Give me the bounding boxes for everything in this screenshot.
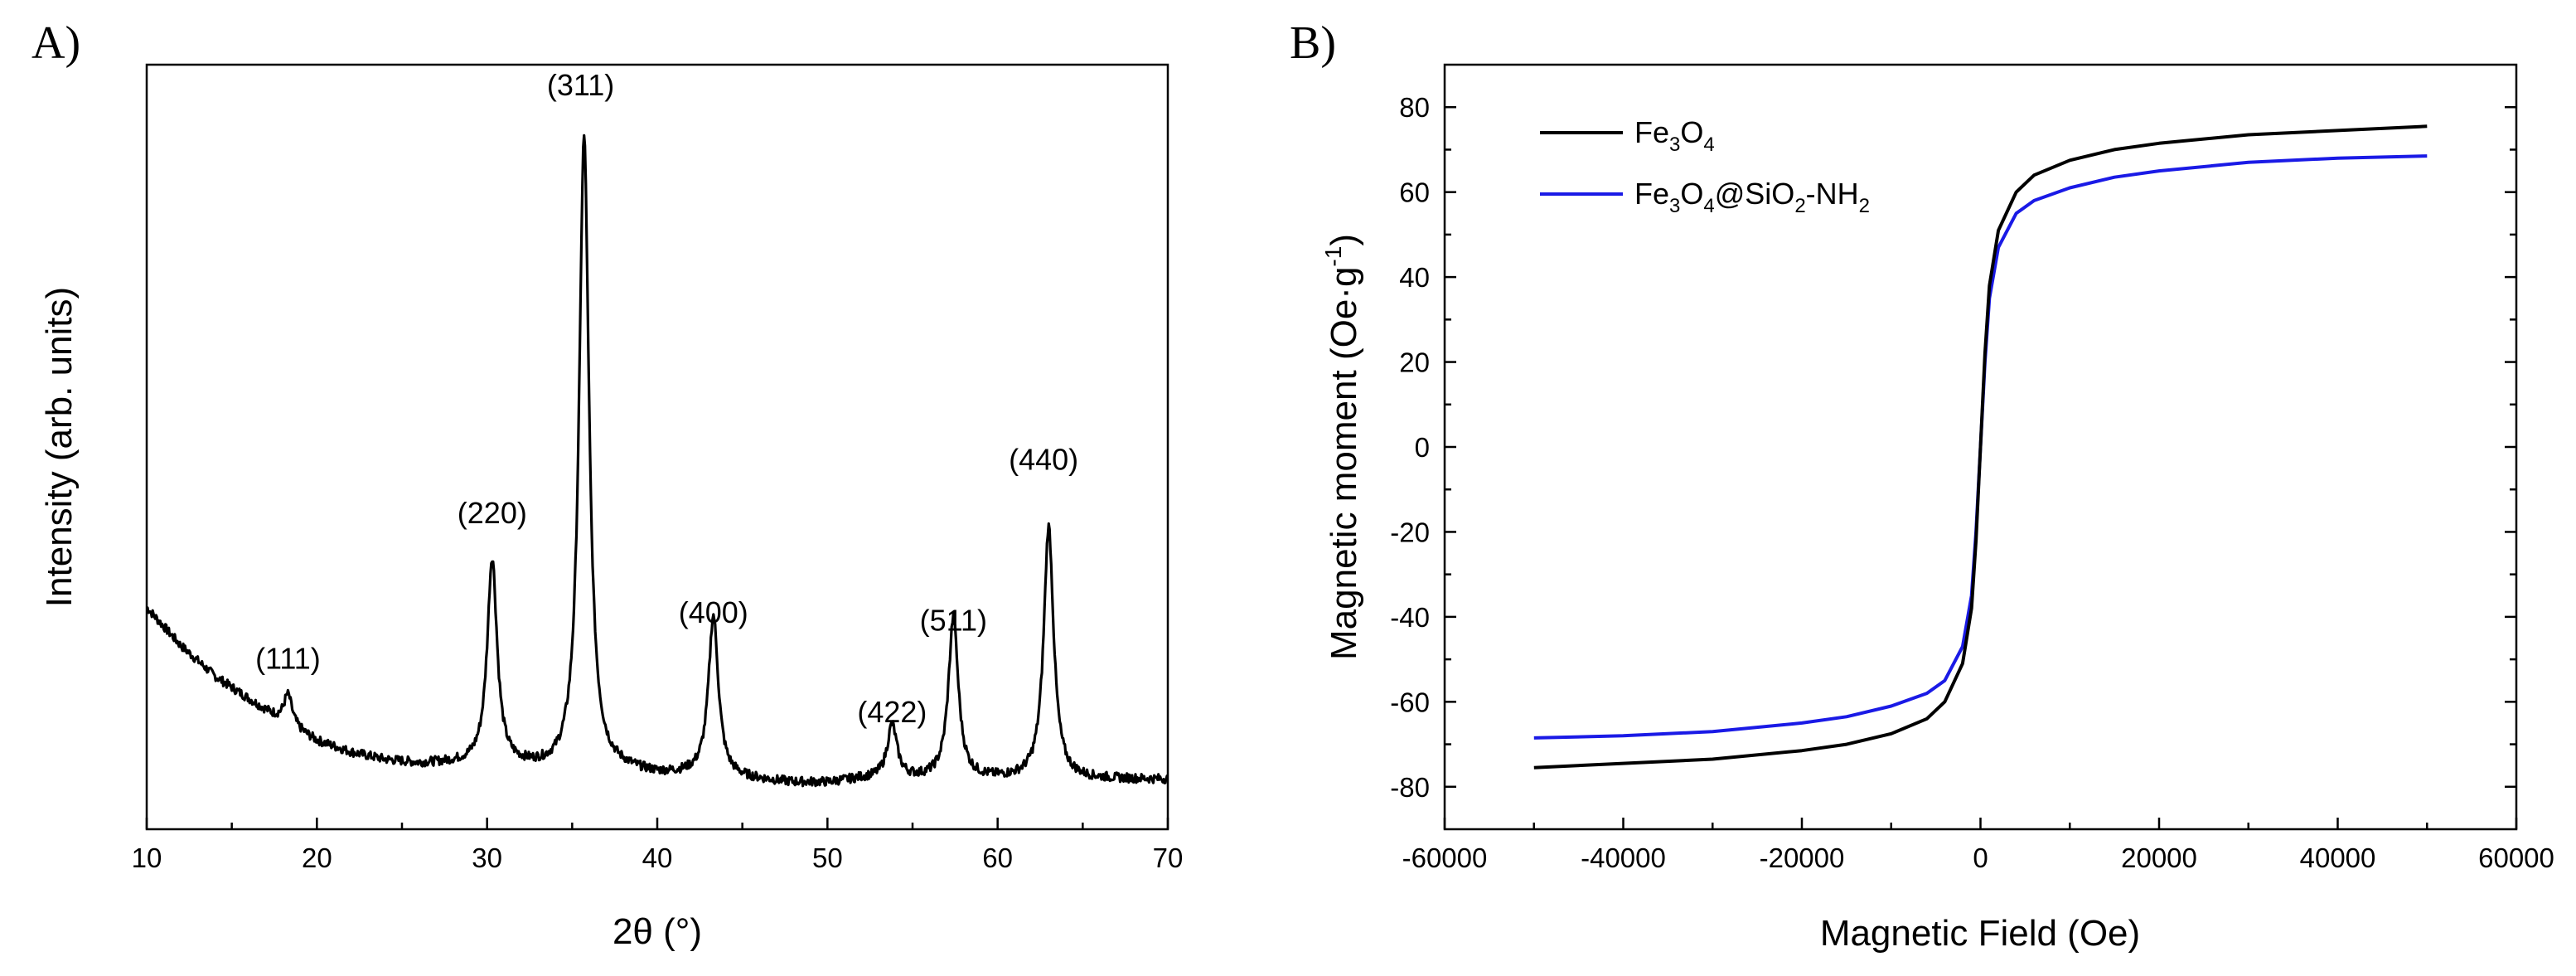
mag-y-tick-label: 60 [1399,177,1430,208]
xrd-x-tick-label: 70 [1153,842,1184,873]
magnetization-chart: -60000 -40000 -20000 0 20000 40000 60000 -80 -6… [1320,63,2554,954]
mag-x-tick-label: 0 [1973,842,1988,873]
xrd-x-tick-label: 10 [132,842,162,873]
mag-y-tick-label: -60 [1390,687,1430,717]
mag-x-tick-label: 20000 [2121,842,2197,873]
xrd-peak-label: (422) [857,695,927,729]
xrd-x-tick-label: 50 [812,842,843,873]
mag-y-axis-title: Magnetic moment (Oe·g-1) [1320,234,1364,660]
mag-y-tick-label: 40 [1399,262,1430,293]
xrd-x-tick-label: 20 [302,842,332,873]
mag-legend-label: Fe3O4@SiO2-NH2 [1634,177,1870,217]
mag-x-tick-label: -40000 [1581,842,1666,873]
mag-y-axis-title-main: Magnetic moment (Oe·g [1324,267,1364,660]
mag-legend-label-part: 4 [1703,195,1714,217]
xrd-x-tick-label: 30 [472,842,502,873]
mag-y-axis-title-close: ) [1324,234,1364,246]
mag-y-axis-title-sup: -1 [1320,246,1346,267]
mag-legend-label-part: @SiO [1715,177,1795,211]
mag-x-tick-label: 40000 [2300,842,2376,873]
mag-x-tick-label: -20000 [1760,842,1845,873]
xrd-peak-label: (220) [458,496,527,530]
xrd-peak-label: (311) [547,68,614,102]
xrd-chart: 10 20 30 40 50 60 70 (111) (220) (311) (400) (422)… [39,63,1184,952]
xrd-peak-labels: (111) (220) (311) (400) (422) (511) (440) [255,68,1078,729]
mag-series-line [1533,124,2428,770]
xrd-y-axis-title: Intensity (arb. units) [39,287,80,607]
mag-legend-label-part: O [1680,177,1703,211]
xrd-x-tick-label: 40 [642,842,673,873]
xrd-peak-label: (111) [255,641,321,675]
mag-y-ticks: -80 -60 -40 -20 0 20 40 60 80 [1390,92,2516,803]
xrd-x-ticks: 10 20 30 40 50 60 70 [132,818,1184,873]
mag-legend-label-part: 4 [1703,134,1714,156]
mag-legend-label-part: Fe [1634,115,1669,149]
mag-x-axis-title: Magnetic Field (Oe) [1820,913,2140,954]
mag-legend-label-part: Fe [1634,177,1669,211]
mag-x-ticks: -60000 -40000 -20000 0 20000 40000 60000 [1402,818,2554,873]
xrd-peak-label: (400) [679,595,748,629]
panel-b-label: B) [1290,17,1336,69]
mag-legend-label: Fe3O4 [1634,115,1715,156]
xrd-x-axis-title: 2θ (°) [613,911,702,952]
xrd-x-tick-label: 60 [982,842,1013,873]
mag-legend-label-part: O [1680,115,1703,149]
mag-y-tick-label: -80 [1390,772,1430,803]
mag-series-lines [1533,124,2428,770]
mag-y-tick-label: -40 [1390,602,1430,633]
mag-y-tick-label: 20 [1399,347,1430,378]
mag-y-tick-label: 80 [1399,92,1430,123]
mag-legend-label-part: 2 [1859,195,1870,217]
mag-x-tick-label: -60000 [1402,842,1488,873]
mag-y-tick-label: 0 [1415,432,1430,463]
mag-legend-label-part: 3 [1669,195,1680,217]
mag-legend-label-part: -NH [1806,177,1859,211]
mag-legend-label-part: 2 [1794,195,1805,217]
mag-y-tick-label: -20 [1390,517,1430,547]
xrd-peak-label: (440) [1009,443,1078,477]
xrd-peak-label: (511) [920,603,987,637]
xrd-pattern-line [146,134,1169,788]
panel-a-label: A) [31,17,80,69]
mag-x-tick-label: 60000 [2478,842,2554,873]
mag-legend-label-part: 3 [1669,134,1680,156]
